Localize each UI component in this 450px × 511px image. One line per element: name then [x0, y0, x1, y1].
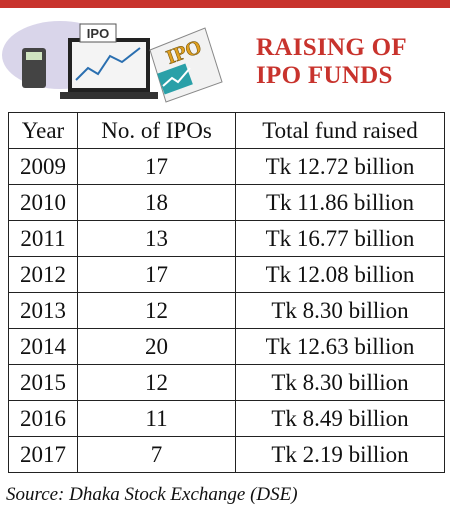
table-cell: Tk 8.30 billion [235, 292, 445, 329]
table-cell: Tk 8.49 billion [235, 400, 445, 437]
table-cell: 13 [77, 220, 236, 257]
top-bar [0, 0, 450, 8]
table-cell: 2010 [8, 184, 78, 221]
table-row: 2011 13 Tk 16.77 billion [8, 220, 445, 257]
table-cell: 2009 [8, 148, 78, 185]
table-cell: Tk 11.86 billion [235, 184, 445, 221]
table-row: 2016 11 Tk 8.49 billion [8, 400, 445, 437]
table-body: 2009 17 Tk 12.72 billion 2010 18 Tk 11.86 bil… [8, 148, 445, 473]
table-row: 2015 12 Tk 8.30 billion [8, 364, 445, 401]
table-cell: 2011 [8, 220, 78, 257]
table-cell: Tk 16.77 billion [235, 220, 445, 257]
source-note: Source: Dhaka Stock Exchange (DSE) [6, 484, 298, 505]
table-cell: Tk 8.30 billion [235, 364, 445, 401]
table-cell: 12 [77, 292, 236, 329]
table-cell: 17 [77, 256, 236, 293]
laptop-base [60, 92, 158, 99]
title-line: RAISING OF [256, 34, 407, 61]
title-line: IPO FUNDS [256, 62, 393, 89]
table-cell: 18 [77, 184, 236, 221]
newspaper-chart-line [162, 67, 191, 87]
tag-label: IPO [87, 26, 109, 41]
header-row: Year No. of IPOs Total fund raised [8, 112, 445, 149]
table-row: 2013 12 Tk 8.30 billion [8, 292, 445, 329]
illustration: IPO IPO [2, 21, 223, 103]
title: RAISING OF IPO FUNDS [256, 34, 407, 90]
table-cell: Tk 2.19 billion [235, 436, 445, 473]
table-cell: 2017 [8, 436, 78, 473]
table-row: 2012 17 Tk 12.08 billion [8, 256, 445, 293]
table-cell: 2014 [8, 328, 78, 365]
calculator-screen [26, 52, 42, 60]
table-cell: 11 [77, 400, 236, 437]
table-row: 2014 20 Tk 12.63 billion [8, 328, 445, 365]
table-row: 2010 18 Tk 11.86 billion [8, 184, 445, 221]
table-cell: 17 [77, 148, 236, 185]
ipo-table: Year No. of IPOs Total fund raised 2009 17 T… [8, 112, 445, 473]
table-cell: 20 [77, 328, 236, 365]
table-cell: Tk 12.08 billion [235, 256, 445, 293]
screen-chart [75, 47, 141, 81]
table-cell: 7 [77, 436, 236, 473]
table-row: 2009 17 Tk 12.72 billion [8, 148, 445, 185]
column-header: No. of IPOs [77, 112, 236, 149]
ipo-tag [79, 23, 117, 43]
column-header: Year [8, 112, 78, 149]
table-cell: 2012 [8, 256, 78, 293]
table-row: 2017 7 Tk 2.19 billion [8, 436, 445, 473]
table-cell: 12 [77, 364, 236, 401]
table-cell: Tk 12.63 billion [235, 328, 445, 365]
table-cell: 2013 [8, 292, 78, 329]
table-cell: 2016 [8, 400, 78, 437]
laptop-display [72, 42, 146, 88]
column-header: Total fund raised [235, 112, 445, 149]
table-cell: 2015 [8, 364, 78, 401]
table-cell: Tk 12.72 billion [235, 148, 445, 185]
